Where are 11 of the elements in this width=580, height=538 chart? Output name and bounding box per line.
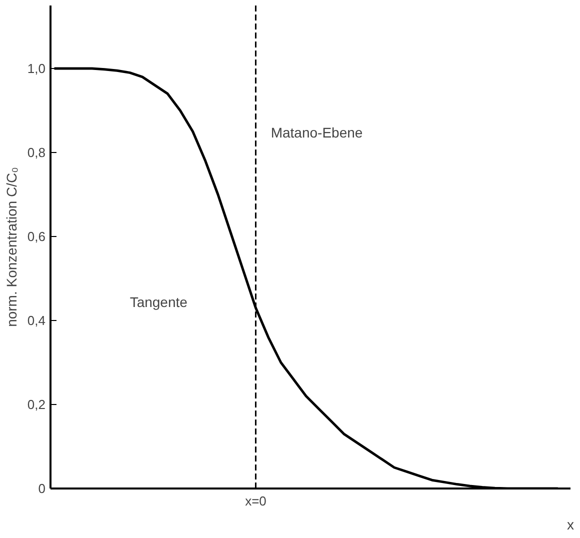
y-tick-label: 0,6 <box>27 229 46 244</box>
y-tick-label: 0,2 <box>27 397 46 412</box>
x-axis-title: x <box>567 516 574 532</box>
y-tick-label: 0,4 <box>27 313 46 328</box>
y-tick-label: 1,0 <box>27 61 46 76</box>
y-tick-label: 0,8 <box>27 145 46 160</box>
y-tick-label: 0 <box>38 481 46 496</box>
ref-line-label: Matano-Ebene <box>270 124 363 141</box>
annotation: Tangente <box>130 294 188 310</box>
y-axis-title: norm. Konzentration C/C₀ <box>3 166 20 327</box>
x-tick-label: x=0 <box>245 494 266 508</box>
